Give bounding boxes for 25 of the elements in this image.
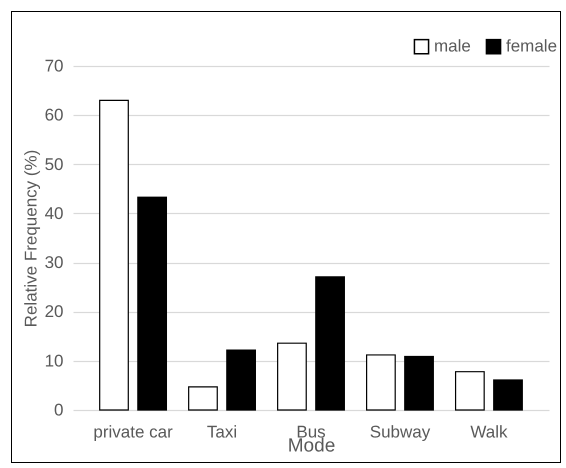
bar <box>315 276 345 411</box>
y-tick-label: 60 <box>44 106 64 125</box>
bar <box>366 354 396 411</box>
bar <box>226 349 256 411</box>
y-tick-label: 30 <box>44 253 64 272</box>
y-tick-label: 50 <box>44 154 64 174</box>
x-tick-label: private car <box>93 422 174 442</box>
x-tick-label: Walk <box>470 422 508 442</box>
bar <box>188 386 218 411</box>
legend-label: female <box>506 36 558 56</box>
y-tick-label: 70 <box>44 56 64 76</box>
bar <box>277 342 307 411</box>
y-tick-label: 10 <box>44 351 64 370</box>
bar <box>99 100 129 411</box>
x-tick-label: Subway <box>370 422 431 442</box>
x-tick-label: Taxi <box>206 422 238 442</box>
y-tick-label: 40 <box>44 204 64 223</box>
y-axis-title: Relative Frequency (%) <box>22 150 41 328</box>
y-tick-label: 0 <box>54 400 64 420</box>
bar <box>137 196 168 411</box>
bar <box>454 371 485 411</box>
legend-label: male <box>434 36 471 56</box>
bar <box>493 379 523 411</box>
bar <box>404 356 434 411</box>
y-tick-label: 20 <box>44 302 64 322</box>
